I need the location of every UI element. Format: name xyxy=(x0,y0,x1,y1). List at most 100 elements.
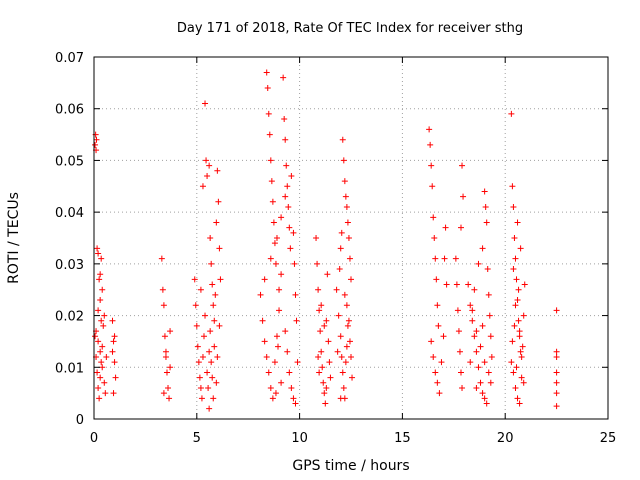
data-point xyxy=(343,203,350,210)
data-point xyxy=(487,379,494,386)
data-point xyxy=(272,390,279,397)
data-point xyxy=(286,224,293,231)
data-point xyxy=(216,322,223,329)
data-point xyxy=(481,188,488,195)
data-point xyxy=(477,379,484,386)
data-point xyxy=(467,302,474,309)
data-point xyxy=(510,369,517,376)
y-tick-label: 0 xyxy=(76,413,84,428)
data-point xyxy=(287,245,294,252)
data-point xyxy=(318,348,325,355)
data-point xyxy=(281,116,288,123)
data-point xyxy=(316,307,323,314)
data-point xyxy=(431,235,438,241)
data-point xyxy=(514,395,521,402)
data-point xyxy=(516,400,523,407)
data-point xyxy=(273,333,280,340)
data-point xyxy=(214,167,221,174)
data-point xyxy=(109,317,116,324)
data-point xyxy=(319,364,326,371)
data-point xyxy=(206,348,213,355)
data-point xyxy=(438,359,445,366)
data-point xyxy=(510,203,517,210)
data-point xyxy=(315,353,322,360)
data-point xyxy=(259,317,266,324)
data-point xyxy=(337,395,344,402)
data-point xyxy=(338,229,345,236)
data-point xyxy=(292,291,299,298)
data-point xyxy=(486,312,493,319)
data-point xyxy=(110,390,117,397)
data-point xyxy=(208,260,215,267)
data-point xyxy=(111,333,118,340)
data-point xyxy=(95,250,102,257)
data-point xyxy=(471,333,478,340)
y-tick-label: 0.05 xyxy=(55,154,84,169)
data-point xyxy=(335,312,342,319)
data-point xyxy=(317,328,324,335)
data-point xyxy=(194,343,201,350)
data-point xyxy=(340,384,347,391)
data-point xyxy=(435,322,442,329)
data-point xyxy=(484,266,491,273)
data-point xyxy=(553,403,560,410)
data-point xyxy=(511,235,518,241)
data-point xyxy=(276,286,283,293)
data-point xyxy=(261,276,268,283)
data-point xyxy=(512,302,519,309)
data-point xyxy=(199,183,206,190)
data-point xyxy=(343,343,350,350)
data-point xyxy=(513,276,520,283)
data-point xyxy=(271,359,278,366)
data-point xyxy=(337,245,344,252)
data-point xyxy=(320,379,327,386)
data-point xyxy=(270,219,277,226)
data-point xyxy=(293,317,300,324)
data-point xyxy=(442,224,449,231)
x-axis-label: GPS time / hours xyxy=(292,458,409,474)
data-point xyxy=(278,214,285,221)
data-point xyxy=(272,260,279,267)
data-point xyxy=(203,157,210,164)
data-point xyxy=(162,353,169,360)
data-point xyxy=(520,312,527,319)
data-point xyxy=(341,291,348,298)
data-point xyxy=(512,384,519,391)
data-point xyxy=(346,338,353,345)
data-point xyxy=(314,260,321,267)
data-point xyxy=(271,240,278,247)
data-point xyxy=(481,395,488,402)
data-point xyxy=(263,69,270,76)
data-point xyxy=(288,172,295,179)
data-point xyxy=(286,369,293,376)
data-point xyxy=(429,183,436,190)
data-point xyxy=(471,286,478,293)
data-point xyxy=(515,286,522,293)
y-tick-label: 0.02 xyxy=(55,310,84,325)
data-point xyxy=(509,338,516,345)
data-point xyxy=(432,255,439,262)
data-point xyxy=(191,276,198,283)
data-point xyxy=(481,359,488,366)
data-point xyxy=(430,214,437,221)
data-point xyxy=(98,255,105,262)
y-tick-label: 0.03 xyxy=(55,258,84,273)
data-point xyxy=(453,281,460,288)
data-point xyxy=(273,235,280,241)
data-point xyxy=(267,384,274,391)
data-point xyxy=(284,183,291,190)
data-point xyxy=(215,198,222,205)
data-point xyxy=(213,379,220,386)
data-point xyxy=(163,369,170,376)
data-point xyxy=(95,384,102,391)
data-point xyxy=(473,348,480,355)
data-point xyxy=(323,384,330,391)
data-point xyxy=(216,245,223,252)
data-point xyxy=(327,374,334,381)
data-point xyxy=(441,255,448,262)
y-tick-label: 0.06 xyxy=(55,103,84,118)
data-point xyxy=(200,333,207,340)
data-point xyxy=(436,390,443,397)
data-point xyxy=(209,374,216,381)
